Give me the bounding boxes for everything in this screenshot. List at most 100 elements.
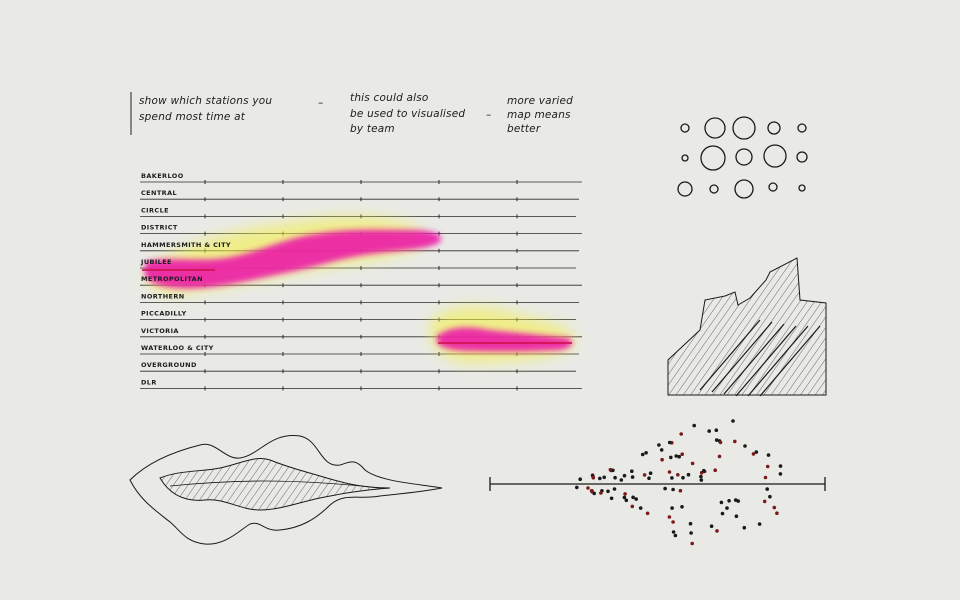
note-1: show which stations you spend most time … xyxy=(139,95,276,123)
swarm-dot xyxy=(648,471,653,476)
swarm-dot xyxy=(622,495,627,500)
bubble xyxy=(680,123,690,133)
swarm-dot xyxy=(659,448,664,452)
swarm-dot xyxy=(657,443,661,447)
beeswarm-plot xyxy=(489,419,826,546)
swarm-dot xyxy=(644,451,648,455)
swarm-dot xyxy=(631,495,635,500)
swarm-dot xyxy=(766,453,771,457)
bubble xyxy=(709,184,719,194)
swarm-dot xyxy=(686,472,691,477)
line-label: METROPOLITAN xyxy=(141,275,203,283)
swarm-dot xyxy=(645,511,650,516)
swarm-dot xyxy=(725,506,729,510)
swarm-dot xyxy=(765,464,770,469)
swarm-dot xyxy=(680,452,684,457)
line-label: PICCADILLY xyxy=(141,310,187,318)
swarm-dot xyxy=(707,429,711,433)
swarm-dot xyxy=(690,461,695,466)
skyline-dense-strokes xyxy=(699,319,821,397)
bubble xyxy=(797,123,807,133)
bubble xyxy=(734,179,754,199)
swarm-dot xyxy=(731,419,735,423)
stream-outer xyxy=(129,435,443,545)
highlight-strokes xyxy=(142,216,575,363)
swarm-dot xyxy=(624,498,629,503)
hatched-skyline xyxy=(667,257,827,397)
swarm-dot xyxy=(757,522,762,526)
note-2: this could also be used to visualised by… xyxy=(350,92,469,135)
line-label: BAKERLOO xyxy=(141,172,184,180)
swarm-dot xyxy=(575,485,579,490)
swarm-dot xyxy=(674,454,678,458)
swarm-dot xyxy=(671,520,675,524)
swarm-dot xyxy=(667,440,672,445)
swarm-dot xyxy=(762,499,767,504)
bubble xyxy=(767,121,781,135)
swarm-dot xyxy=(734,514,739,518)
swarm-dot xyxy=(673,533,678,538)
swarm-dot xyxy=(709,524,714,528)
swarm-dot xyxy=(578,477,582,482)
swarm-dot xyxy=(699,474,703,479)
skyline-shape xyxy=(667,257,827,396)
swarm-dot xyxy=(765,487,769,491)
swarm-dot xyxy=(669,455,673,460)
magenta-highlight-right xyxy=(436,327,573,352)
swarm-dot xyxy=(718,440,723,445)
swarm-dot xyxy=(619,478,624,482)
swarm-dot xyxy=(754,450,759,454)
swarm-dot xyxy=(690,541,694,546)
line-label: VICTORIA xyxy=(141,327,179,335)
swarm-dot xyxy=(671,530,676,534)
swarm-dot xyxy=(680,505,684,509)
swarm-dot xyxy=(778,464,783,468)
line-label: DISTRICT xyxy=(141,224,178,232)
line-label: OVERGROUND xyxy=(141,361,197,369)
bubble xyxy=(798,184,806,192)
swarm-dot xyxy=(671,487,675,492)
swarm-dot xyxy=(670,506,674,510)
swarm-dot xyxy=(609,496,614,501)
bubble xyxy=(768,182,778,192)
swarm-dot xyxy=(702,468,706,473)
swarm-dot xyxy=(622,473,627,478)
note-dash-2: – xyxy=(486,109,491,121)
swarm-dot xyxy=(606,489,610,494)
swarm-dot xyxy=(763,475,768,480)
swarm-dot xyxy=(715,529,719,533)
swarm-dot xyxy=(612,487,617,491)
swarm-dot xyxy=(768,494,772,499)
swarm-dot xyxy=(688,521,693,526)
swarm-dot xyxy=(717,454,722,459)
bubble xyxy=(700,145,726,171)
bubble xyxy=(796,151,808,163)
swarm-dot xyxy=(733,498,738,502)
swarm-dot xyxy=(670,476,674,480)
swarm-dot xyxy=(751,452,756,456)
swarm-dot xyxy=(663,486,667,491)
swarm-dot xyxy=(689,531,693,535)
swarm-dot xyxy=(714,428,719,433)
swarm-dot xyxy=(598,476,602,481)
swarm-dot xyxy=(719,500,724,505)
stream-inner xyxy=(159,458,391,511)
swarm-dot xyxy=(677,454,681,459)
swarm-dot xyxy=(733,439,737,444)
swarm-dot xyxy=(630,504,635,509)
swarm-dot xyxy=(592,491,596,496)
swarm-dot xyxy=(742,525,747,530)
swarm-dot xyxy=(676,473,680,477)
note-3: more varied map means better xyxy=(507,95,577,135)
swarm-dot xyxy=(642,473,647,477)
swarm-dot xyxy=(679,432,683,436)
swarm-dot xyxy=(608,467,613,472)
row-labels: BAKERLOO CENTRAL CIRCLE DISTRICT HAMMERSMITH… xyxy=(140,172,231,386)
tube-lines-chart: BAKERLOO CENTRAL CIRCLE DISTRICT HAMMERSMITH… xyxy=(140,172,582,391)
swarm-dot xyxy=(720,511,725,516)
swarm-dot xyxy=(586,486,590,490)
bubble xyxy=(681,154,689,162)
swarm-dot xyxy=(599,491,603,495)
swarm-dot xyxy=(602,475,606,480)
swarm-dot xyxy=(647,476,651,481)
